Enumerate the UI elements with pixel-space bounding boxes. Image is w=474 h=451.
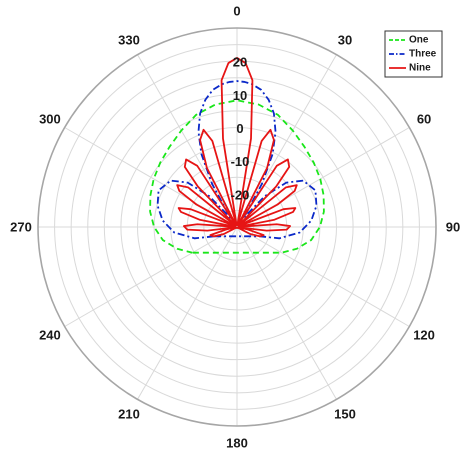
theta-tick-label: 120	[413, 328, 435, 343]
polar-outer-ring	[37, 27, 437, 427]
theta-tick-label: 0	[233, 4, 240, 19]
legend-label-one: One	[409, 35, 429, 46]
radial-tick-labels: -20 -10 0 10 20	[231, 55, 250, 203]
theta-tick-label: 210	[118, 407, 140, 422]
series-line-nine	[176, 56, 298, 238]
series-line-three	[156, 80, 318, 240]
legend: One Three Nine	[384, 30, 443, 78]
legend-label-nine: Nine	[409, 63, 431, 74]
theta-tick-label: 150	[334, 407, 356, 422]
grid-spoke	[236, 226, 337, 400]
angular-tick-labels: 0 30 60 90 120 150 180 210 240 270 300 330	[10, 4, 460, 451]
theta-tick-label: 270	[10, 220, 32, 235]
grid-spoke	[64, 226, 238, 327]
grid-spoke	[137, 226, 238, 400]
r-tick-label: -10	[231, 154, 250, 169]
grid-spoke	[236, 226, 410, 327]
r-tick-label: 0	[236, 121, 243, 136]
r-tick-label: -20	[231, 187, 250, 202]
theta-tick-label: 30	[338, 32, 352, 47]
legend-box	[384, 30, 443, 78]
legend-label-three: Three	[409, 49, 437, 60]
theta-tick-label: 60	[417, 112, 431, 127]
series-layer	[149, 56, 325, 254]
theta-tick-label: 330	[118, 32, 140, 47]
r-tick-label: 20	[233, 55, 247, 70]
polar-grid	[37, 27, 437, 427]
theta-tick-label: 90	[446, 220, 460, 235]
theta-tick-label: 240	[39, 328, 61, 343]
theta-tick-label: 300	[39, 112, 61, 127]
r-tick-label: 10	[233, 88, 247, 103]
theta-tick-label: 180	[226, 436, 248, 451]
